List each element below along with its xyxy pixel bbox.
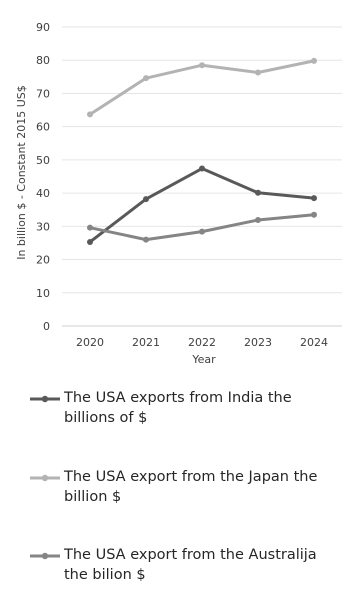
- x-tick-label: 2023: [244, 336, 272, 349]
- legend-marker-india: [28, 388, 62, 410]
- legend-swatch: [30, 552, 60, 560]
- x-axis-label: Year: [191, 353, 216, 366]
- data-point: [87, 224, 93, 231]
- legend-item-australia: The USA export from the Australija the b…: [28, 545, 344, 585]
- legend-swatch-dot: [41, 474, 49, 482]
- data-point: [255, 217, 261, 224]
- legend-label-australia: The USA export from the Australija the b…: [64, 547, 317, 583]
- y-tick-label: 60: [36, 121, 50, 134]
- data-point: [311, 57, 317, 64]
- y-tick-label: 20: [36, 254, 50, 267]
- legend-label-japan: The USA export from the Japan the billio…: [64, 469, 318, 505]
- legend-marker-japan: [28, 467, 62, 489]
- data-point: [255, 189, 261, 196]
- data-point: [143, 75, 149, 82]
- series-line-2: [88, 213, 316, 242]
- y-tick-label: 90: [36, 21, 50, 34]
- y-tick-label: 30: [36, 220, 50, 233]
- legend-item-japan: The USA export from the Japan the billio…: [28, 467, 344, 507]
- legend-label-india: The USA exports from India the billions …: [64, 390, 292, 426]
- legend-swatch-dot: [41, 395, 49, 403]
- y-tick-label: 40: [36, 187, 50, 200]
- legend-marker-australia: [28, 545, 62, 567]
- x-tick-label: 2020: [76, 336, 104, 349]
- y-tick-label: 50: [36, 154, 50, 167]
- legend-item-india: The USA exports from India the billions …: [28, 388, 344, 428]
- chart-svg: 0 10 20 30 40 50 60 70 80 90 2020 2021 2022 2023 2024 Y…: [15, 21, 342, 366]
- data-point: [311, 211, 317, 218]
- x-tick-label: 2021: [132, 336, 160, 349]
- data-point: [87, 111, 93, 118]
- series-line-1: [88, 59, 316, 116]
- data-point: [143, 196, 149, 203]
- data-point: [199, 62, 205, 69]
- data-point: [143, 236, 149, 243]
- data-point: [255, 69, 261, 76]
- y-tick-label: 0: [43, 320, 50, 333]
- y-tick-label: 10: [36, 287, 50, 300]
- data-point: [199, 165, 205, 172]
- legend-swatch: [30, 395, 60, 403]
- data-point: [199, 228, 205, 235]
- y-axis-label: In billion $ - Constant 2015 US$: [15, 85, 28, 260]
- data-point: [311, 195, 317, 202]
- legend-swatch: [30, 474, 60, 482]
- x-tick-label: 2024: [300, 336, 328, 349]
- y-tick-label: 70: [36, 87, 50, 100]
- data-point: [87, 238, 93, 245]
- y-tick-label: 80: [36, 54, 50, 67]
- legend-swatch-dot: [41, 552, 49, 560]
- x-tick-label: 2022: [188, 336, 216, 349]
